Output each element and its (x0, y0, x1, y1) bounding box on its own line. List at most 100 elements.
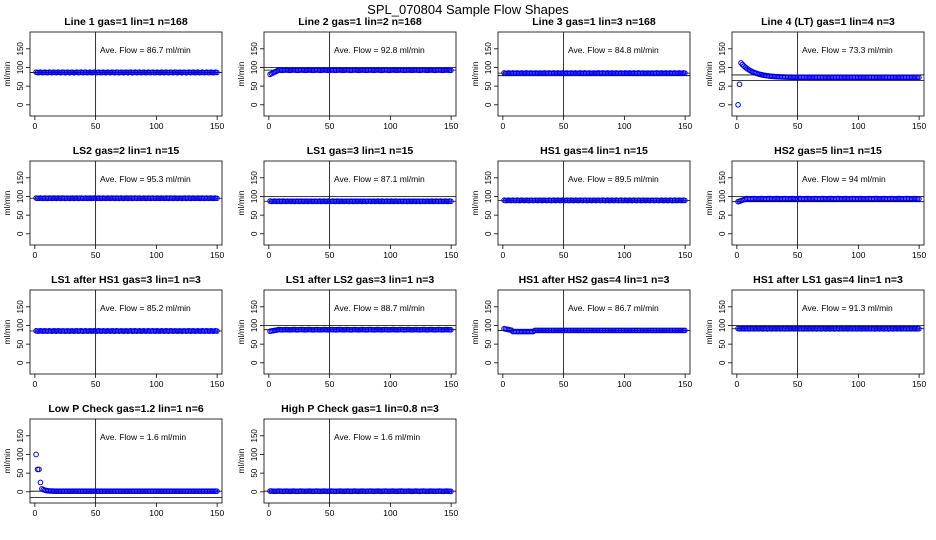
data-point (37, 479, 44, 486)
y-tick-label: 0 (250, 489, 259, 494)
x-tick-label: 0 (266, 250, 271, 260)
chart-title: Line 3 gas=1 lin=3 n=168 (532, 16, 656, 28)
plot-frame (731, 160, 925, 246)
chart-svg: Line 4 (LT) gas=1 lin=4 n=3 ml/min 0 50 100 1… (704, 16, 927, 131)
y-tick-label: 50 (718, 210, 727, 219)
plot-frame (263, 418, 457, 504)
chart-title: LS1 gas=3 lin=1 n=15 (307, 145, 414, 157)
x-tick-label: 0 (734, 379, 739, 389)
y-tick-label: 0 (484, 231, 493, 236)
y-tick-label: 50 (250, 81, 259, 90)
y-tick-label: 150 (250, 300, 259, 314)
y-tick-label: 0 (16, 360, 25, 365)
chart-svg: HS2 gas=5 lin=1 n=15 ml/min 0 50 100 150 0 50 10… (704, 145, 927, 260)
x-tick-label: 100 (149, 379, 163, 389)
chart-title: HS1 after HS2 gas=4 lin=1 n=3 (519, 274, 670, 286)
y-tick-label: 0 (250, 102, 259, 107)
x-tick-label: 50 (559, 121, 569, 131)
x-tick-label: 0 (32, 508, 37, 518)
data-point (682, 197, 688, 204)
y-tick-label: 100 (16, 318, 25, 332)
chart-title: HS1 after LS1 gas=4 lin=1 n=3 (753, 274, 903, 286)
y-tick-label: 50 (250, 339, 259, 348)
x-tick-label: 100 (383, 121, 397, 131)
y-tick-label: 50 (718, 81, 727, 90)
x-tick-label: 50 (91, 379, 101, 389)
chart-title: LS1 after LS2 gas=3 lin=1 n=3 (286, 274, 435, 286)
y-tick-label: 0 (484, 102, 493, 107)
chart-svg: Line 1 gas=1 lin=1 n=168 ml/min 0 50 100 150 0… (2, 16, 225, 131)
y-tick-label: 0 (718, 102, 727, 107)
plot-frame (29, 31, 223, 117)
y-tick-label: 100 (718, 60, 727, 74)
chart-svg: LS1 after LS2 gas=3 lin=1 n=3 ml/min 0 50 10… (236, 274, 459, 389)
chart-panel: Low P Check gas=1.2 lin=1 n=6 ml/min 0 50 10… (0, 401, 234, 530)
y-axis-label: ml/min (2, 190, 12, 215)
chart-title: Line 1 gas=1 lin=1 n=168 (64, 16, 188, 28)
y-tick-label: 50 (16, 210, 25, 219)
plot-frame (497, 289, 691, 375)
x-tick-label: 150 (210, 250, 224, 260)
plot-frame (263, 160, 457, 246)
y-tick-label: 100 (718, 189, 727, 203)
y-tick-label: 150 (484, 300, 493, 314)
data-points (267, 488, 454, 495)
x-tick-label: 50 (793, 250, 803, 260)
x-tick-label: 100 (383, 250, 397, 260)
y-tick-label: 150 (16, 429, 25, 443)
chart-svg: HS1 gas=4 lin=1 n=15 ml/min 0 50 100 150 0 50 10… (470, 145, 693, 260)
y-tick-label: 0 (16, 231, 25, 236)
x-tick-label: 0 (32, 121, 37, 131)
y-tick-label: 100 (484, 60, 493, 74)
x-tick-label: 50 (793, 121, 803, 131)
average-flow-annotation: Ave. Flow = 86.7 ml/min (568, 303, 659, 313)
plot-frame (263, 31, 457, 117)
data-point (214, 69, 220, 76)
data-point (682, 70, 688, 76)
chart-title: High P Check gas=1 lin=0.8 n=3 (281, 403, 439, 415)
data-points (33, 328, 220, 334)
x-tick-label: 100 (149, 250, 163, 260)
average-flow-annotation: Ave. Flow = 87.1 ml/min (334, 174, 425, 184)
page-title: SPL_070804 Sample Flow Shapes (367, 2, 569, 17)
y-tick-label: 50 (16, 339, 25, 348)
y-axis-label: ml/min (236, 190, 246, 215)
x-tick-label: 150 (444, 508, 458, 518)
chart-title: HS2 gas=5 lin=1 n=15 (774, 145, 882, 157)
y-tick-label: 0 (718, 231, 727, 236)
chart-svg: LS1 gas=3 lin=1 n=15 ml/min 0 50 100 150 0 50 10… (236, 145, 459, 260)
x-tick-label: 150 (678, 379, 692, 389)
chart-svg: Low P Check gas=1.2 lin=1 n=6 ml/min 0 50 10… (2, 403, 225, 518)
chart-title: Low P Check gas=1.2 lin=1 n=6 (48, 403, 203, 415)
chart-title: Line 2 gas=1 lin=2 n=168 (298, 16, 422, 28)
y-tick-label: 50 (484, 210, 493, 219)
plot-frame (497, 31, 691, 117)
data-point (736, 81, 743, 88)
data-point (448, 67, 454, 74)
y-tick-label: 50 (250, 468, 259, 477)
x-tick-label: 0 (500, 121, 505, 131)
x-tick-label: 0 (500, 379, 505, 389)
y-tick-label: 50 (718, 339, 727, 348)
y-tick-label: 50 (16, 468, 25, 477)
x-tick-label: 50 (325, 379, 335, 389)
y-tick-label: 150 (250, 42, 259, 56)
data-points (33, 69, 220, 76)
y-tick-label: 100 (250, 189, 259, 203)
plot-frame (263, 289, 457, 375)
x-tick-label: 150 (678, 250, 692, 260)
data-point (214, 488, 220, 495)
y-tick-label: 100 (250, 318, 259, 332)
y-axis-label: ml/min (704, 61, 714, 86)
y-tick-label: 100 (250, 447, 259, 461)
x-tick-label: 150 (210, 121, 224, 131)
average-flow-annotation: Ave. Flow = 91.3 ml/min (802, 303, 893, 313)
x-tick-label: 50 (325, 121, 335, 131)
y-tick-label: 150 (16, 42, 25, 56)
data-point (448, 198, 454, 205)
average-flow-annotation: Ave. Flow = 94 ml/min (802, 174, 886, 184)
y-axis-label: ml/min (236, 319, 246, 344)
chart-panel: HS2 gas=5 lin=1 n=15 ml/min 0 50 100 150 0 50 10… (702, 143, 936, 272)
data-points (501, 325, 688, 335)
